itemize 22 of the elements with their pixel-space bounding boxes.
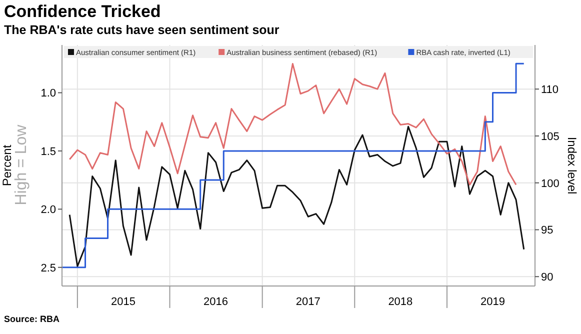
y-axis-title: Percent [0,144,14,186]
y2-tick-label: 100 [541,178,560,190]
y2-axis-title: Index level [565,136,579,194]
line-series [68,126,525,268]
y-tick-label: 2.0 [40,204,56,216]
line-series [68,63,517,186]
y-tick-label: 2.5 [40,262,56,274]
y2-tick-label: 90 [541,272,554,284]
chart-title: Confidence Tricked [4,2,161,21]
x-tick-label: 2016 [204,296,228,308]
y-tick-label: 1.0 [40,88,56,100]
x-tick-label: 2015 [110,296,136,308]
chart-subtitle: The RBA's rate cuts have seen sentiment sour [4,23,280,37]
y2-tick-label: 105 [541,130,560,143]
text: High = Low [13,124,30,206]
x-tick-label: 2018 [388,296,413,308]
y2-tick-label: 95 [541,224,554,237]
x-tick-label: 2019 [480,296,505,308]
x-tick-label: 2017 [296,296,320,308]
y-tick-label: 1.5 [40,146,56,158]
source-note: Source: RBA [4,314,60,324]
y2-tick-label: 110 [541,84,559,96]
